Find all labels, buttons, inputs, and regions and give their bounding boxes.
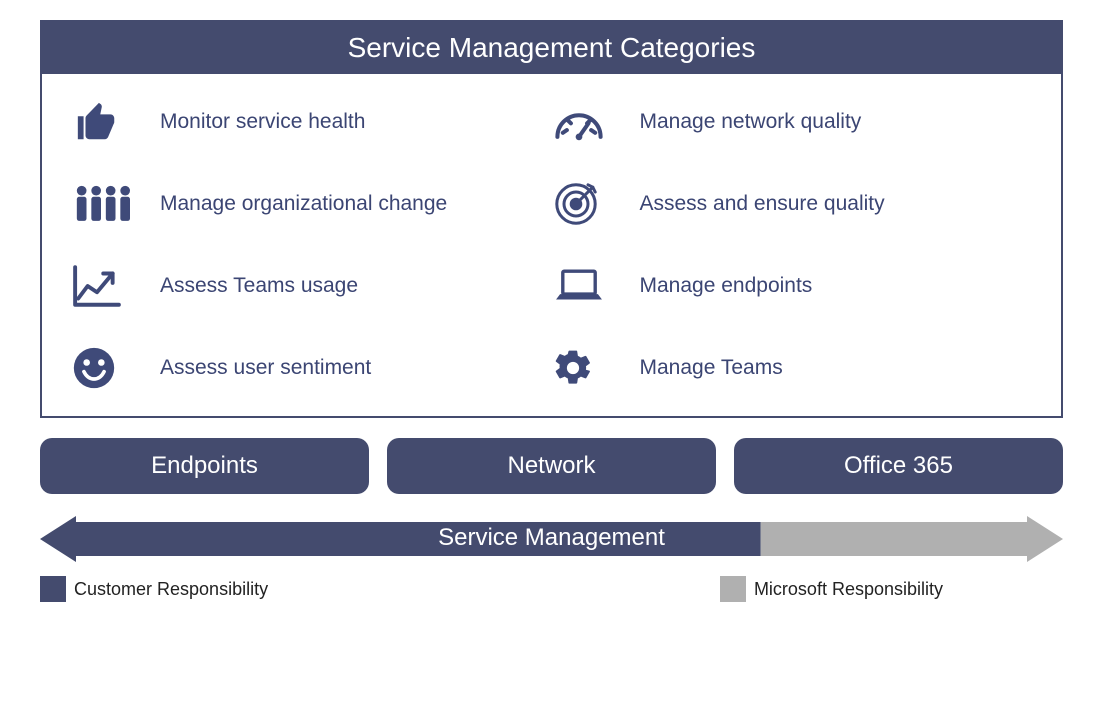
category-label: Monitor service health [160,110,365,134]
panel-title: Service Management Categories [42,22,1061,74]
category-label: Manage network quality [640,110,862,134]
legend-customer-label: Customer Responsibility [74,579,268,600]
legend-microsoft: Microsoft Responsibility [720,576,943,602]
category-label: Assess and ensure quality [640,192,885,216]
gear-icon [552,344,616,392]
arrow-microsoft-segment [761,516,1063,562]
legend: Customer Responsibility Microsoft Respon… [40,576,1063,602]
pill-network: Network [387,438,716,494]
responsibility-arrow: Service Management [40,516,1063,562]
thumbs-up-icon [72,98,136,146]
pill-row: Endpoints Network Office 365 [40,438,1063,494]
category-item: Manage Teams [552,344,1032,392]
chart-up-icon [72,262,136,310]
category-item: Manage endpoints [552,262,1032,310]
legend-customer: Customer Responsibility [40,576,268,602]
pill-endpoints: Endpoints [40,438,369,494]
category-label: Manage Teams [640,356,783,380]
people-icon [72,180,136,228]
arrow-svg [40,516,1063,562]
category-item: Manage organizational change [72,180,552,228]
smile-icon [72,344,136,392]
category-label: Assess Teams usage [160,274,358,298]
left-column: Monitor service health Manage organizati… [72,98,552,392]
pill-office-365: Office 365 [734,438,1063,494]
category-item: Assess and ensure quality [552,180,1032,228]
panel-body: Monitor service health Manage organizati… [42,74,1061,416]
arrow-customer-segment [40,516,761,562]
legend-microsoft-label: Microsoft Responsibility [754,579,943,600]
category-item: Monitor service health [72,98,552,146]
category-item: Assess user sentiment [72,344,552,392]
legend-microsoft-swatch [720,576,746,602]
category-item: Assess Teams usage [72,262,552,310]
categories-panel: Service Management Categories Monitor se… [40,20,1063,418]
laptop-icon [552,262,616,310]
category-item: Manage network quality [552,98,1032,146]
right-column: Manage network quality Assess and ensure… [552,98,1032,392]
category-label: Manage endpoints [640,274,813,298]
target-icon [552,180,616,228]
category-label: Assess user sentiment [160,356,371,380]
gauge-icon [552,98,616,146]
legend-customer-swatch [40,576,66,602]
category-label: Manage organizational change [160,192,447,216]
